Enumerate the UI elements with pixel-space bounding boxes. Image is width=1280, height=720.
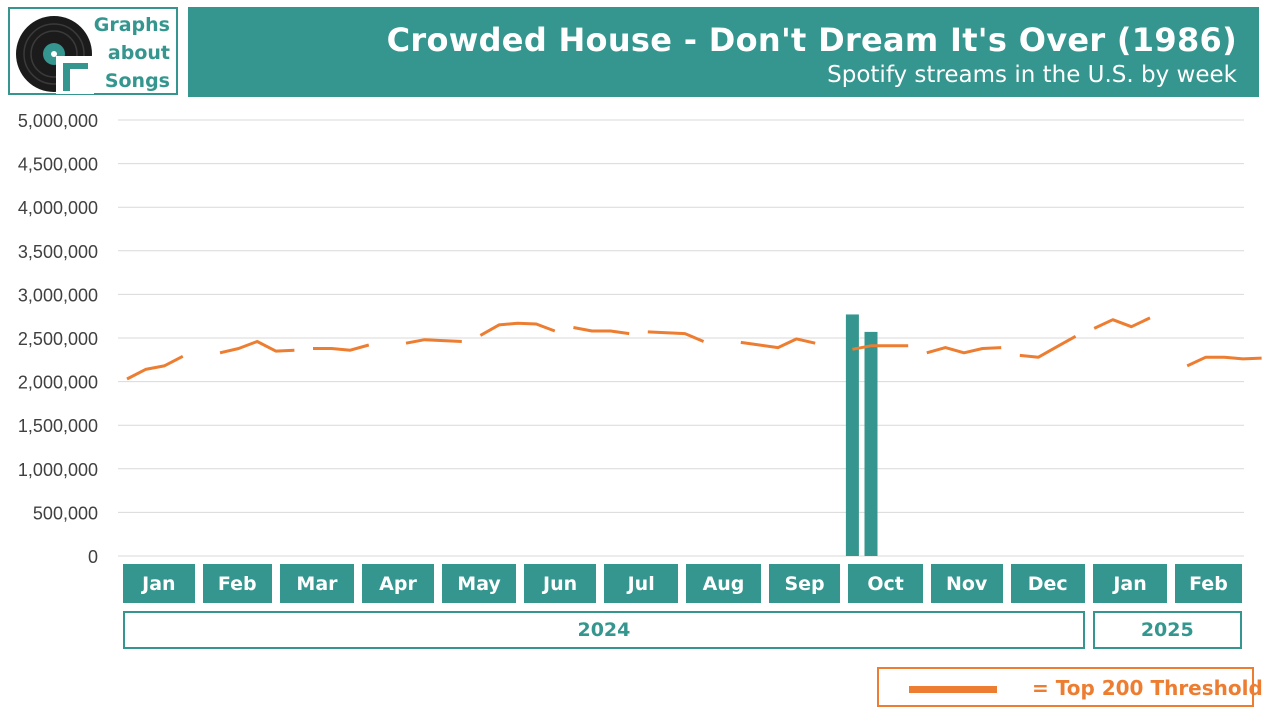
threshold-line-segment [573, 326, 630, 336]
threshold-line-segment [479, 321, 556, 337]
year-label: 2024 [123, 611, 1085, 649]
threshold-line-segment [647, 330, 705, 343]
chart-title: Crowded House - Don't Dream It's Over (1… [386, 21, 1237, 59]
year-label: 2025 [1092, 611, 1242, 649]
y-tick-label: 500,000 [33, 503, 98, 523]
threshold-line-segment [405, 338, 462, 345]
legend-threshold-swatch [909, 686, 997, 693]
threshold-line-segment [313, 343, 370, 352]
y-tick-label: 1,000,000 [18, 460, 98, 480]
month-label: Feb [1175, 564, 1242, 603]
threshold-line-segment [1186, 355, 1262, 368]
month-label: Oct [848, 564, 923, 603]
vinyl-record-icon [16, 16, 94, 94]
y-tick-label: 1,500,000 [18, 416, 98, 436]
chart-subtitle: Spotify streams in the U.S. by week [827, 62, 1237, 88]
threshold-line-segment [926, 346, 1002, 355]
threshold-line-segment [126, 354, 184, 381]
threshold-line-segment [219, 340, 295, 355]
graphs-about-songs-logo: Graphs about Songs [8, 7, 178, 95]
y-tick-label: 4,000,000 [18, 198, 98, 218]
y-tick-label: 5,000,000 [18, 111, 98, 131]
stream-bar [864, 331, 878, 556]
stream-bars [845, 314, 878, 556]
threshold-line-segment [1019, 334, 1077, 359]
logo-text-line-1: Graphs [93, 14, 170, 36]
y-tick-label: 3,500,000 [18, 242, 98, 262]
threshold-line-segment [740, 337, 816, 350]
month-label: Jan [123, 564, 195, 603]
month-label: Mar [279, 564, 355, 603]
month-label: Aug [686, 564, 761, 603]
stream-bar [845, 314, 859, 556]
y-tick-label: 2,000,000 [18, 373, 98, 393]
threshold-line [126, 316, 1262, 381]
logo-text-line-2: about [107, 42, 170, 64]
month-label: Nov [930, 564, 1003, 603]
month-label: Apr [362, 564, 434, 603]
threshold-line-segment [1093, 316, 1151, 330]
logo-text-line-3: Songs [104, 70, 170, 92]
y-tick-label: 4,500,000 [18, 155, 98, 175]
y-tick-label: 3,000,000 [18, 285, 98, 305]
y-axis: 0 500,000 1,000,000 1,500,000 2,000,000 2,500… [18, 111, 98, 567]
legend-threshold-label: = Top 200 Threshold [1032, 676, 1263, 700]
y-tick-label: 0 [88, 547, 98, 567]
month-label: Jun [524, 564, 596, 603]
month-label: Dec [1010, 564, 1085, 603]
month-label: Jan [1092, 564, 1168, 603]
gridlines [118, 119, 1244, 557]
month-label: May [441, 564, 517, 603]
chart-header: Crowded House - Don't Dream It's Over (1… [188, 7, 1259, 97]
y-tick-label: 2,500,000 [18, 329, 98, 349]
threshold-line-segment [852, 344, 909, 351]
month-label: Jul [603, 564, 679, 603]
month-label: Sep [768, 564, 841, 603]
month-label: Feb [202, 564, 272, 603]
legend: = Top 200 Threshold [877, 667, 1263, 707]
